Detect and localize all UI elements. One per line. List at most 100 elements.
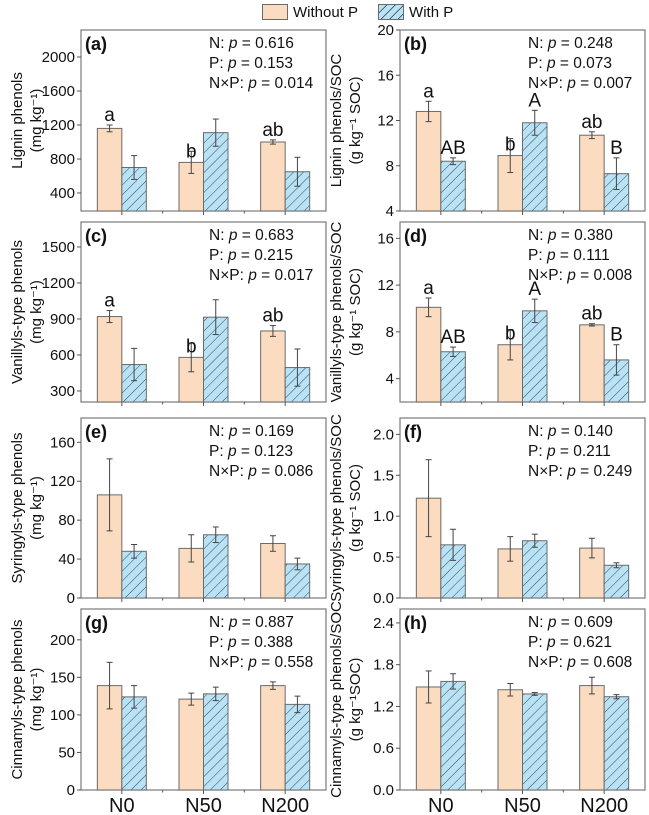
panel-label: (c) — [85, 226, 107, 246]
y-tick-label: 0.6 — [373, 740, 394, 757]
x-tick-label: N200 — [580, 795, 628, 815]
significance-letter: b — [186, 141, 197, 162]
bar-without-p-n200 — [260, 330, 286, 403]
bar-with-p-n50 — [522, 693, 548, 791]
significance-letter: a — [423, 278, 434, 299]
y-tick-label: 1200 — [42, 275, 75, 292]
y-tick-label: 2000 — [42, 49, 75, 66]
y-tick-label: 160 — [50, 434, 75, 451]
legend-item-without-p: Without P — [262, 4, 358, 21]
bar-without-p-n0 — [96, 127, 123, 212]
stats-line: P: p = 0.111 — [528, 247, 610, 264]
stats-line: P: p = 0.123 — [209, 443, 293, 460]
y-tick-label: 1.2 — [373, 698, 394, 715]
y-tick-label: 0.0 — [373, 590, 394, 607]
stats-line: N: p = 0.169 — [209, 423, 294, 440]
significance-letter: ab — [262, 120, 283, 141]
significance-letter: A — [528, 90, 541, 111]
significance-letter: a — [423, 81, 434, 102]
significance-letter: a — [104, 291, 115, 312]
panel-label: (d) — [404, 226, 427, 246]
bar-without-p-n0 — [415, 306, 442, 403]
stats-line: N×P: p = 0.558 — [209, 654, 313, 671]
bar-with-p-n0 — [440, 160, 466, 212]
stats-line: P: p = 0.215 — [209, 247, 293, 264]
y-axis-label: Vanillyls-type phenols/SOC (g kg⁻¹ SOC) — [328, 222, 364, 403]
bar-with-p-n50 — [522, 310, 548, 403]
bar-with-p-n0 — [121, 550, 147, 599]
stats-line: N: p = 0.248 — [528, 35, 613, 52]
panel-label: (b) — [404, 34, 427, 54]
stats-line: N×P: p = 0.608 — [528, 654, 632, 671]
bar-with-p-n50 — [522, 540, 548, 599]
y-tick-label: 50 — [58, 744, 75, 761]
bar-with-p-n200 — [603, 696, 630, 791]
y-axis-label: Vanillyls-type phenols (mg kg⁻¹) — [9, 240, 45, 384]
bar-with-p-n50 — [522, 122, 548, 212]
stats-line: P: p = 0.153 — [209, 55, 293, 72]
y-tick-label: 0.0 — [373, 782, 394, 799]
bar-with-p-n0 — [121, 696, 147, 791]
bar-with-p-n50 — [203, 693, 229, 791]
y-tick-label: 20 — [377, 22, 394, 39]
y-tick-label: 150 — [50, 669, 75, 686]
x-tick-label: N0 — [109, 795, 135, 815]
y-tick-label: 8 — [386, 324, 394, 341]
y-tick-label: 1.0 — [373, 508, 394, 525]
stats-line: N×P: p = 0.017 — [209, 267, 313, 284]
y-axis-label: Cinnamyls-type phenols/SOC (g kg⁻¹SOC) — [328, 601, 364, 798]
panel-label: (f) — [404, 422, 422, 442]
panel-e: 0 40 80 120 160 (e) N: p = 0.169 P: p = 0.123 N×… — [9, 417, 327, 607]
stats-line: N: p = 0.609 — [528, 614, 613, 631]
stats-line: N×P: p = 0.249 — [528, 463, 632, 480]
y-tick-label: 400 — [50, 185, 75, 202]
bar-without-p-n200 — [579, 685, 605, 791]
y-tick-label: 200 — [50, 632, 75, 649]
y-axis-label: Cinnamyls-type phenols (mg kg⁻¹) — [9, 619, 45, 779]
stats-line: N: p = 0.380 — [528, 227, 613, 244]
stats-line: N×P: p = 0.007 — [528, 75, 632, 92]
stats-line: N×P: p = 0.014 — [209, 75, 314, 92]
x-tick-label: N200 — [261, 795, 309, 815]
significance-letter: a — [104, 105, 115, 126]
significance-letter: ab — [581, 304, 602, 325]
y-tick-label: 1200 — [42, 117, 75, 134]
panel-h: 0.0 0.6 1.2 1.8 2.4 N0 N50 N200 (h) N: p = 0.609 P… — [328, 601, 646, 815]
y-axis-label: Lignin phenols/SOC (g kg⁻¹ SOC) — [328, 54, 364, 188]
y-tick-label: 12 — [377, 113, 394, 130]
bar-with-p-n200 — [284, 703, 311, 791]
y-axis-label: Lignin phenols (mg kg⁻¹) — [9, 72, 45, 169]
y-tick-label: 0 — [67, 782, 75, 799]
stats-line: N: p = 0.140 — [528, 423, 613, 440]
panel-label: (e) — [85, 422, 107, 442]
bar-without-p-n50 — [178, 698, 204, 791]
significance-letter: ab — [262, 306, 283, 327]
y-tick-label: 1.8 — [373, 657, 394, 674]
bar-with-p-n0 — [440, 351, 466, 403]
stats-line: P: p = 0.073 — [528, 55, 612, 72]
bar-with-p-n50 — [203, 534, 229, 599]
stats-line: P: p = 0.388 — [209, 634, 293, 651]
stats-line: N: p = 0.616 — [209, 35, 294, 52]
y-tick-label: 4 — [386, 203, 394, 220]
y-tick-label: 8 — [386, 158, 394, 175]
bar-without-p-n0 — [415, 110, 442, 212]
bar-with-p-n0 — [440, 680, 466, 791]
significance-letter: A — [528, 279, 541, 300]
y-tick-label: 0.5 — [373, 549, 394, 566]
bar-without-p-n0 — [96, 316, 123, 403]
x-tick-label: N0 — [428, 795, 454, 815]
bar-without-p-n200 — [260, 685, 286, 791]
bar-without-p-n200 — [579, 324, 605, 403]
significance-letter: AB — [440, 138, 465, 159]
significance-letter: AB — [440, 327, 465, 348]
stats-line: P: p = 0.621 — [528, 634, 612, 651]
legend-label-with-p: With P — [409, 3, 454, 21]
y-tick-label: 1500 — [42, 239, 75, 256]
panel-f: 0.0 0.5 1.0 1.5 2.0 (f) N: p = 0.140 P: p = 0.2… — [328, 414, 646, 607]
stats-line: N: p = 0.683 — [209, 227, 294, 244]
legend-swatch-with-p — [378, 4, 405, 20]
y-tick-label: 16 — [377, 230, 394, 247]
